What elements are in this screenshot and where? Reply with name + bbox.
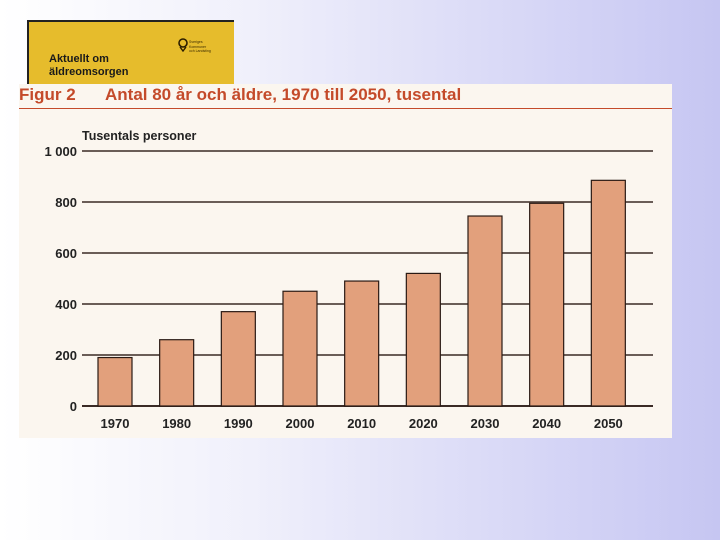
x-tick-label: 1990 xyxy=(224,416,253,431)
title-divider xyxy=(19,108,672,109)
y-tick-label: 800 xyxy=(55,195,77,210)
logo-line-3: och Landsting xyxy=(189,49,211,53)
bar xyxy=(529,202,565,407)
bar xyxy=(344,280,380,407)
y-tick-label: 0 xyxy=(70,399,77,414)
y-tick-label: 600 xyxy=(55,246,77,261)
y-tick-label: 1 000 xyxy=(44,144,77,159)
banner-title: Aktuellt om äldreomsorgen xyxy=(49,53,128,79)
figure-panel: Figur 2 Antal 80 år och äldre, 1970 till… xyxy=(19,84,672,438)
bar xyxy=(282,290,318,407)
bar-chart: 0 200 400 600 800 1 000 1970 1980 1990 2000 2010 20… xyxy=(44,144,653,431)
bar xyxy=(97,356,133,407)
x-tick-label: 2020 xyxy=(409,416,438,431)
figure-label: Figur 2 xyxy=(19,85,76,104)
logo-line-1: Sveriges xyxy=(189,40,203,44)
bar xyxy=(220,311,256,407)
y-tick-label: 200 xyxy=(55,348,77,363)
y-tick-label: 400 xyxy=(55,297,77,312)
y-axis-label: Tusentals personer xyxy=(82,129,197,143)
x-tick-label: 1970 xyxy=(101,416,130,431)
x-tick-label: 2010 xyxy=(347,416,376,431)
logo-line-2: Kommuner xyxy=(189,44,207,49)
bar xyxy=(467,215,503,407)
organization-logo: Sveriges Kommuner och Landsting xyxy=(177,38,227,64)
banner-line-2: äldreomsorgen xyxy=(49,66,129,78)
bar xyxy=(159,339,195,407)
publication-banner: Sveriges Kommuner och Landsting Aktuellt… xyxy=(27,20,234,84)
x-tick-label: 1980 xyxy=(162,416,191,431)
bar xyxy=(590,179,626,407)
logo-symbol-icon xyxy=(178,38,188,53)
x-tick-label: 2040 xyxy=(532,416,561,431)
x-tick-label: 2000 xyxy=(286,416,315,431)
x-tick-label: 2050 xyxy=(594,416,623,431)
figure-title-text: Antal 80 år och äldre, 1970 till 2050, t… xyxy=(105,85,462,104)
logo-text: Sveriges Kommuner och Landsting xyxy=(189,40,211,54)
bar xyxy=(405,272,441,407)
banner-line-1: Aktuellt om xyxy=(49,53,109,65)
x-tick-label: 2030 xyxy=(471,416,500,431)
